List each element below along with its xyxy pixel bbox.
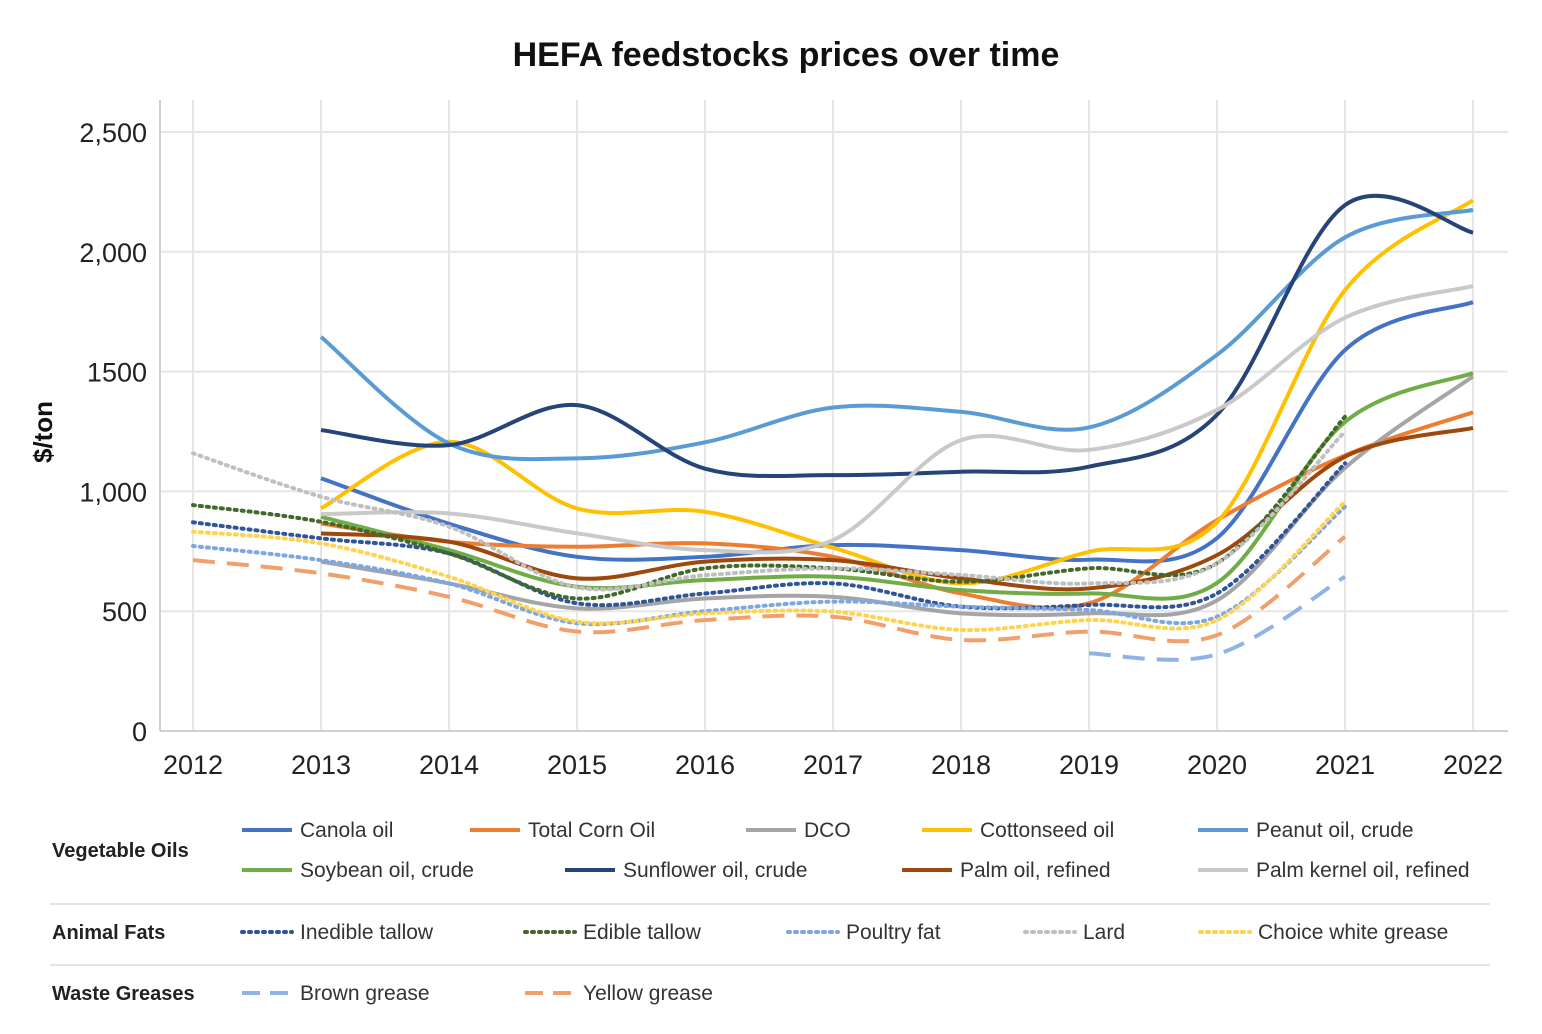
- x-tick-label: 2017: [803, 750, 863, 780]
- gridlines: [160, 100, 1508, 732]
- legend-label: Sunflower oil, crude: [623, 859, 807, 882]
- axes: 0 500 1,000 1500 2,000 2,500 2012 2013 2014 2015 2…: [79, 100, 1508, 780]
- legend-group-label: Vegetable Oils: [52, 840, 189, 862]
- series-line-peanut-oil-crude: [319, 207, 1474, 462]
- chart-title: HEFA feedstocks prices over time: [513, 36, 1060, 74]
- y-tick-label: 0: [132, 717, 147, 747]
- series-line-inedible-tallow: [191, 461, 1347, 611]
- series-line-yellow-grease: [192, 535, 1347, 644]
- legend-label: Yellow grease: [583, 982, 713, 1005]
- legend-label: Peanut oil, crude: [1256, 819, 1414, 842]
- legend-group-label: Waste Greases: [52, 983, 195, 1005]
- x-tick-label: 2022: [1443, 750, 1503, 780]
- series-line-lard: [191, 429, 1347, 592]
- x-tick-label: 2019: [1059, 750, 1119, 780]
- y-tick-label: 1,000: [79, 477, 147, 507]
- legend-label: Brown grease: [300, 982, 430, 1005]
- legend-label: Choice white grease: [1258, 921, 1448, 944]
- legend-label: Total Corn Oil: [528, 819, 655, 842]
- legend-label: Palm oil, refined: [960, 859, 1111, 882]
- series-line-sunflower-oil-crude: [320, 193, 1474, 479]
- series-lines: [191, 193, 1475, 662]
- legend-group-label: Animal Fats: [52, 922, 165, 944]
- x-tick-label: 2021: [1315, 750, 1375, 780]
- legend-label: Cottonseed oil: [980, 819, 1114, 842]
- x-tick-label: 2013: [291, 750, 351, 780]
- series-line-poultry-fat: [191, 504, 1347, 627]
- y-tick-label: 1500: [87, 358, 147, 388]
- x-tick-label: 2014: [419, 750, 479, 780]
- legend: Vegetable Oils Canola oil Total Corn Oil DC…: [50, 819, 1490, 1005]
- legend-label: Inedible tallow: [300, 921, 434, 944]
- x-tick-label: 2018: [931, 750, 991, 780]
- series-line-cottonseed-oil: [320, 198, 1475, 586]
- legend-label: DCO: [804, 819, 851, 842]
- legend-label: Palm kernel oil, refined: [1256, 859, 1470, 882]
- x-tick-label: 2015: [547, 750, 607, 780]
- series-line-choice-white-grease: [191, 499, 1347, 633]
- series-line-brown-grease: [1088, 574, 1347, 662]
- legend-label: Edible tallow: [583, 921, 702, 944]
- y-axis-label: $/ton: [28, 401, 58, 463]
- y-tick-label: 500: [102, 597, 147, 627]
- legend-label: Soybean oil, crude: [300, 859, 474, 882]
- x-tick-label: 2020: [1187, 750, 1247, 780]
- legend-label: Lard: [1083, 921, 1125, 944]
- series-line-edible-tallow: [191, 414, 1347, 601]
- legend-label: Poultry fat: [846, 921, 941, 944]
- y-tick-label: 2,500: [79, 118, 147, 148]
- y-tick-label: 2,000: [79, 238, 147, 268]
- x-tick-label: 2012: [163, 750, 223, 780]
- legend-label: Canola oil: [300, 819, 393, 842]
- x-tick-label: 2016: [675, 750, 735, 780]
- series-line-palm-kernel-oil-refined: [320, 284, 1474, 555]
